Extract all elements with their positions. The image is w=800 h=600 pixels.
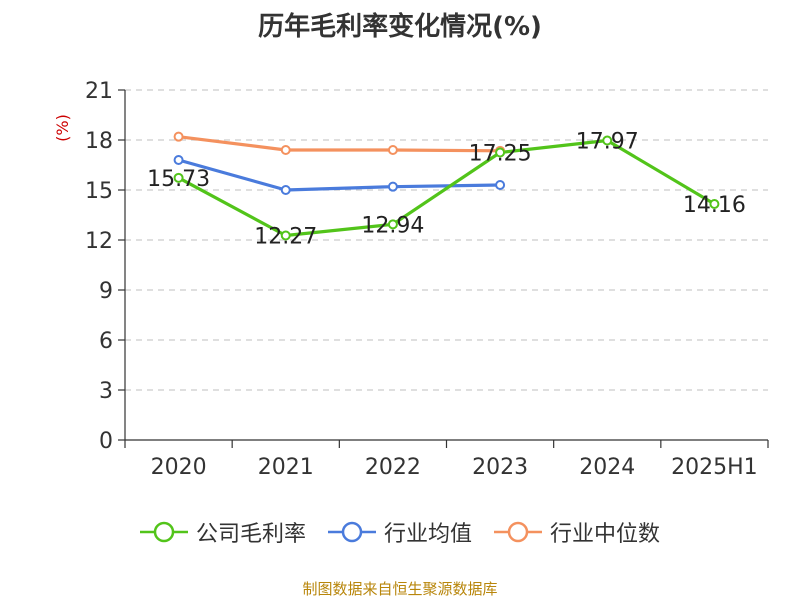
data-label: 17.97 — [576, 130, 639, 155]
grid-lines — [125, 89, 768, 391]
data-point — [495, 147, 506, 158]
series-line — [178, 158, 501, 192]
data-point — [280, 185, 291, 195]
data-points — [173, 131, 720, 241]
series-lines — [177, 135, 716, 238]
y-tick-label: 6 — [99, 329, 113, 354]
y-tick-label: 12 — [85, 229, 113, 254]
data-point — [280, 145, 291, 155]
data-point — [602, 135, 613, 146]
legend-marker-icon — [494, 521, 542, 543]
axes: 0 3 6 9 12 15 18 21 2020 2021 2022 2023 2024 2025H1 (%… — [53, 79, 769, 480]
legend-label: 行业中位数 — [550, 522, 661, 547]
legend-marker-icon — [139, 521, 188, 543]
legend-label: 行业均值 — [383, 522, 472, 547]
y-tick-label: 21 — [85, 79, 113, 104]
data-point — [173, 131, 184, 142]
legend: 公司毛利率 行业均值 行业中位数 — [0, 516, 800, 548]
x-tick-label: 2022 — [365, 455, 421, 480]
data-label: 17.25 — [469, 142, 532, 167]
data-label: 14.16 — [683, 193, 746, 218]
data-point — [280, 230, 291, 241]
x-tick-label: 2024 — [579, 455, 635, 480]
x-tick-label: 2023 — [472, 455, 528, 480]
y-tick-label: 0 — [99, 429, 113, 454]
y-tick-label: 3 — [99, 379, 113, 404]
series-line — [178, 135, 501, 153]
data-point — [173, 155, 184, 165]
data-point — [387, 181, 398, 192]
x-tick-label: 2021 — [258, 455, 314, 480]
data-label: 12.94 — [361, 213, 424, 238]
source-note: 制图数据来自恒生聚源数据库 — [302, 580, 498, 598]
data-label: 15.73 — [147, 167, 210, 192]
data-point — [495, 180, 506, 190]
legend-item: 行业均值 — [327, 516, 472, 548]
y-tick-label: 9 — [99, 279, 113, 304]
legend-label: 公司毛利率 — [195, 522, 306, 547]
chart-title: 历年毛利率变化情况(%) — [258, 12, 542, 42]
data-point — [173, 172, 184, 183]
x-tick-label: 2025H1 — [671, 455, 758, 480]
y-axis-label: (%) — [53, 114, 72, 142]
data-point — [387, 145, 398, 155]
data-label: 12.27 — [254, 225, 317, 250]
data-point — [387, 219, 398, 230]
y-tick-label: 18 — [85, 129, 113, 154]
legend-item: 公司毛利率 — [139, 516, 306, 548]
data-point — [709, 199, 720, 209]
legend-item: 行业中位数 — [494, 516, 660, 548]
data-labels: 15.73 12.27 12.94 17.25 17.97 14.16 — [147, 130, 746, 250]
y-tick-label: 15 — [85, 179, 113, 204]
series-line — [177, 138, 716, 238]
x-tick-label: 2020 — [151, 455, 207, 480]
legend-marker-icon — [327, 521, 376, 543]
